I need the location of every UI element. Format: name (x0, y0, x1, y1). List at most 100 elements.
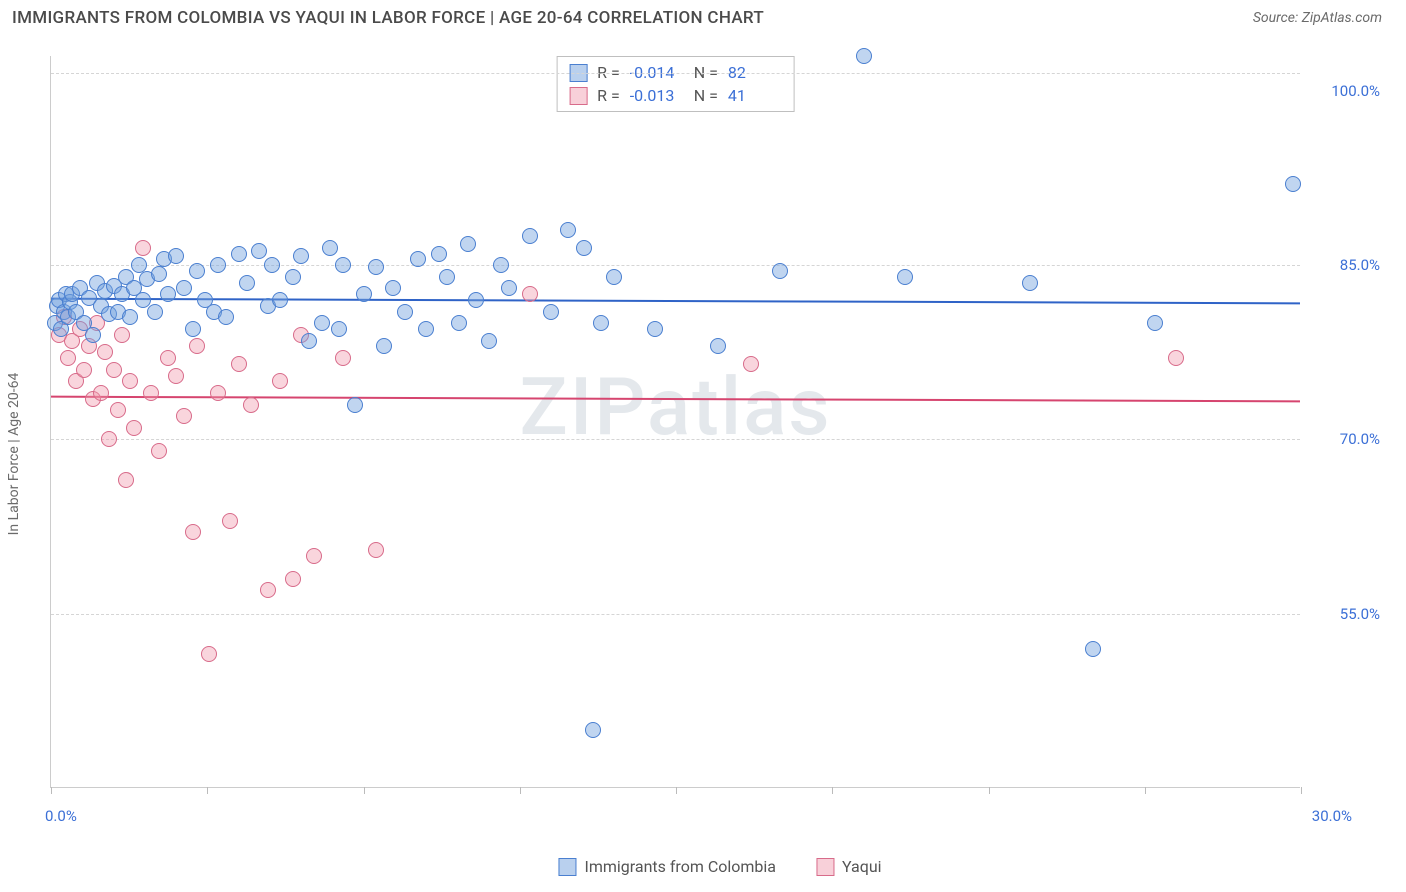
chart-title: IMMIGRANTS FROM COLOMBIA VS YAQUI IN LAB… (12, 8, 764, 28)
grid-line (51, 439, 1300, 440)
legend-item-blue: Immigrants from Colombia (558, 857, 776, 876)
data-point-blue (168, 248, 184, 264)
legend-label-blue: Immigrants from Colombia (584, 857, 776, 876)
data-point-pink (110, 402, 126, 418)
data-point-blue (293, 248, 309, 264)
x-tick (207, 787, 208, 794)
data-point-pink (522, 286, 538, 302)
swatch-pink-icon (569, 87, 587, 105)
data-point-blue (522, 228, 538, 244)
data-point-pink (135, 240, 151, 256)
data-point-blue (368, 259, 384, 275)
data-point-blue (301, 333, 317, 349)
data-point-blue (418, 321, 434, 337)
data-point-blue (501, 280, 517, 296)
data-point-pink (60, 350, 76, 366)
y-axis-label: In Labor Force | Age 20-64 (6, 373, 22, 536)
data-point-blue (1085, 641, 1101, 657)
x-tick (1145, 787, 1146, 794)
legend-stats-box: R = -0.014 N = 82 R = -0.013 N = 41 (556, 56, 795, 112)
data-point-pink (93, 385, 109, 401)
data-point-pink (151, 443, 167, 459)
y-tick-label: 100.0% (1331, 82, 1380, 100)
stat-n-label: N = (694, 86, 718, 105)
data-point-pink (97, 344, 113, 360)
data-point-blue (314, 315, 330, 331)
stat-n-pink: 41 (728, 86, 782, 105)
data-point-blue (335, 257, 351, 273)
grid-line (51, 614, 1300, 615)
data-point-pink (106, 362, 122, 378)
data-point-pink (260, 582, 276, 598)
data-point-blue (410, 251, 426, 267)
data-point-blue (576, 240, 592, 256)
x-label-right: 30.0% (1312, 807, 1352, 825)
stat-r-pink: -0.013 (630, 86, 684, 105)
x-tick (51, 787, 52, 794)
data-point-blue (239, 275, 255, 291)
chart-container: ZIPatlas R = -0.014 N = 82 R = -0.013 N … (50, 56, 1390, 836)
legend-label-pink: Yaqui (842, 857, 882, 876)
data-point-pink (201, 646, 217, 662)
trend-line-pink (51, 395, 1300, 402)
data-point-pink (743, 356, 759, 372)
data-point-blue (376, 338, 392, 354)
data-point-blue (322, 240, 338, 256)
data-point-blue (1147, 315, 1163, 331)
data-point-pink (160, 350, 176, 366)
data-point-blue (397, 304, 413, 320)
data-point-pink (222, 513, 238, 529)
swatch-blue-icon (558, 858, 576, 876)
data-point-blue (160, 286, 176, 302)
data-point-blue (710, 338, 726, 354)
source-text: Source: ZipAtlas.com (1253, 10, 1382, 26)
data-point-pink (168, 368, 184, 384)
data-point-blue (85, 327, 101, 343)
data-point-pink (126, 420, 142, 436)
data-point-blue (468, 292, 484, 308)
data-point-pink (114, 327, 130, 343)
data-point-pink (272, 373, 288, 389)
plot-area: ZIPatlas R = -0.014 N = 82 R = -0.013 N … (50, 56, 1300, 788)
data-point-blue (331, 321, 347, 337)
swatch-pink-icon (816, 858, 834, 876)
grid-line (51, 73, 1300, 74)
trend-line-blue (51, 298, 1300, 305)
data-point-pink (231, 356, 247, 372)
data-point-blue (560, 222, 576, 238)
x-tick (832, 787, 833, 794)
data-point-blue (185, 321, 201, 337)
x-tick (989, 787, 990, 794)
data-point-blue (439, 269, 455, 285)
data-point-pink (185, 524, 201, 540)
grid-line (51, 265, 1300, 266)
data-point-blue (493, 257, 509, 273)
data-point-blue (210, 257, 226, 273)
data-point-pink (176, 408, 192, 424)
data-point-blue (356, 286, 372, 302)
data-point-pink (1168, 350, 1184, 366)
data-point-pink (101, 431, 117, 447)
data-point-blue (285, 269, 301, 285)
data-point-blue (1285, 176, 1301, 192)
data-point-blue (251, 243, 267, 259)
stat-r-label: R = (597, 86, 620, 105)
data-point-blue (460, 236, 476, 252)
y-tick-label: 55.0% (1340, 605, 1380, 623)
data-point-blue (122, 309, 138, 325)
x-tick (676, 787, 677, 794)
legend-bottom: Immigrants from Colombia Yaqui (558, 857, 881, 876)
data-point-blue (385, 280, 401, 296)
data-point-pink (189, 338, 205, 354)
y-tick-label: 70.0% (1340, 430, 1380, 448)
data-point-blue (543, 304, 559, 320)
data-point-pink (335, 350, 351, 366)
data-point-blue (151, 266, 167, 282)
data-point-blue (272, 292, 288, 308)
data-point-blue (147, 304, 163, 320)
data-point-blue (231, 246, 247, 262)
data-point-blue (431, 246, 447, 262)
data-point-blue (218, 309, 234, 325)
data-point-pink (368, 542, 384, 558)
data-point-blue (264, 257, 280, 273)
